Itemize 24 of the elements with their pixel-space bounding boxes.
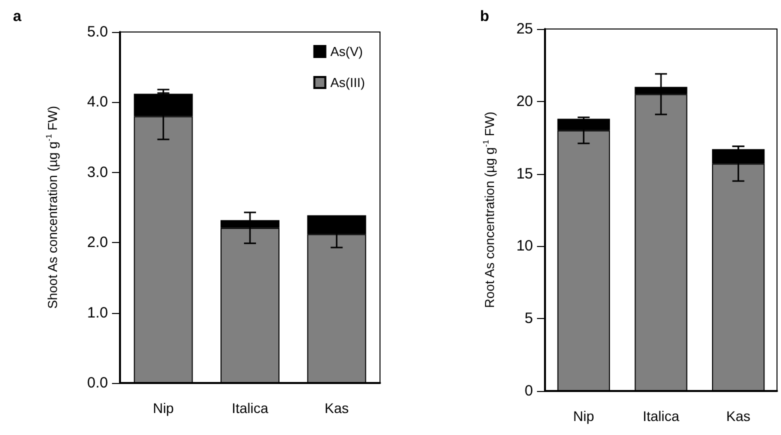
x-tick-label: Nip: [573, 408, 594, 424]
y-tick-label: 5.0: [87, 24, 108, 40]
y-tick-label: 3.0: [87, 164, 108, 181]
y-tick-label: 0.0: [87, 374, 108, 392]
y-tick-label: 1.0: [87, 304, 108, 322]
legend-label: As(V): [330, 44, 363, 59]
y-tick-label: 5: [524, 310, 533, 328]
x-tick-label: Kas: [726, 408, 750, 424]
y-tick-label: 25: [516, 20, 533, 38]
chart-title: a: [13, 8, 22, 25]
x-tick-label: Kas: [324, 400, 349, 416]
legend-label: As(III): [330, 75, 366, 90]
x-tick-label: Italica: [232, 400, 268, 416]
y-axis-title: Shoot As concentration (µg g-1 FW): [44, 106, 60, 309]
y-tick-label: 15: [516, 165, 533, 182]
y-tick-label: 0: [524, 382, 533, 400]
chart-title: b: [480, 8, 490, 25]
x-tick-label: Nip: [152, 400, 174, 416]
y-tick-label: 20: [516, 92, 533, 110]
y-tick-label: 10: [516, 238, 533, 255]
y-axis-title: Root As concentration (µg g-1 FW): [482, 112, 497, 308]
y-tick-label: 4.0: [87, 94, 108, 111]
y-tick-label: 2.0: [87, 234, 108, 252]
x-tick-label: Italica: [642, 408, 680, 424]
